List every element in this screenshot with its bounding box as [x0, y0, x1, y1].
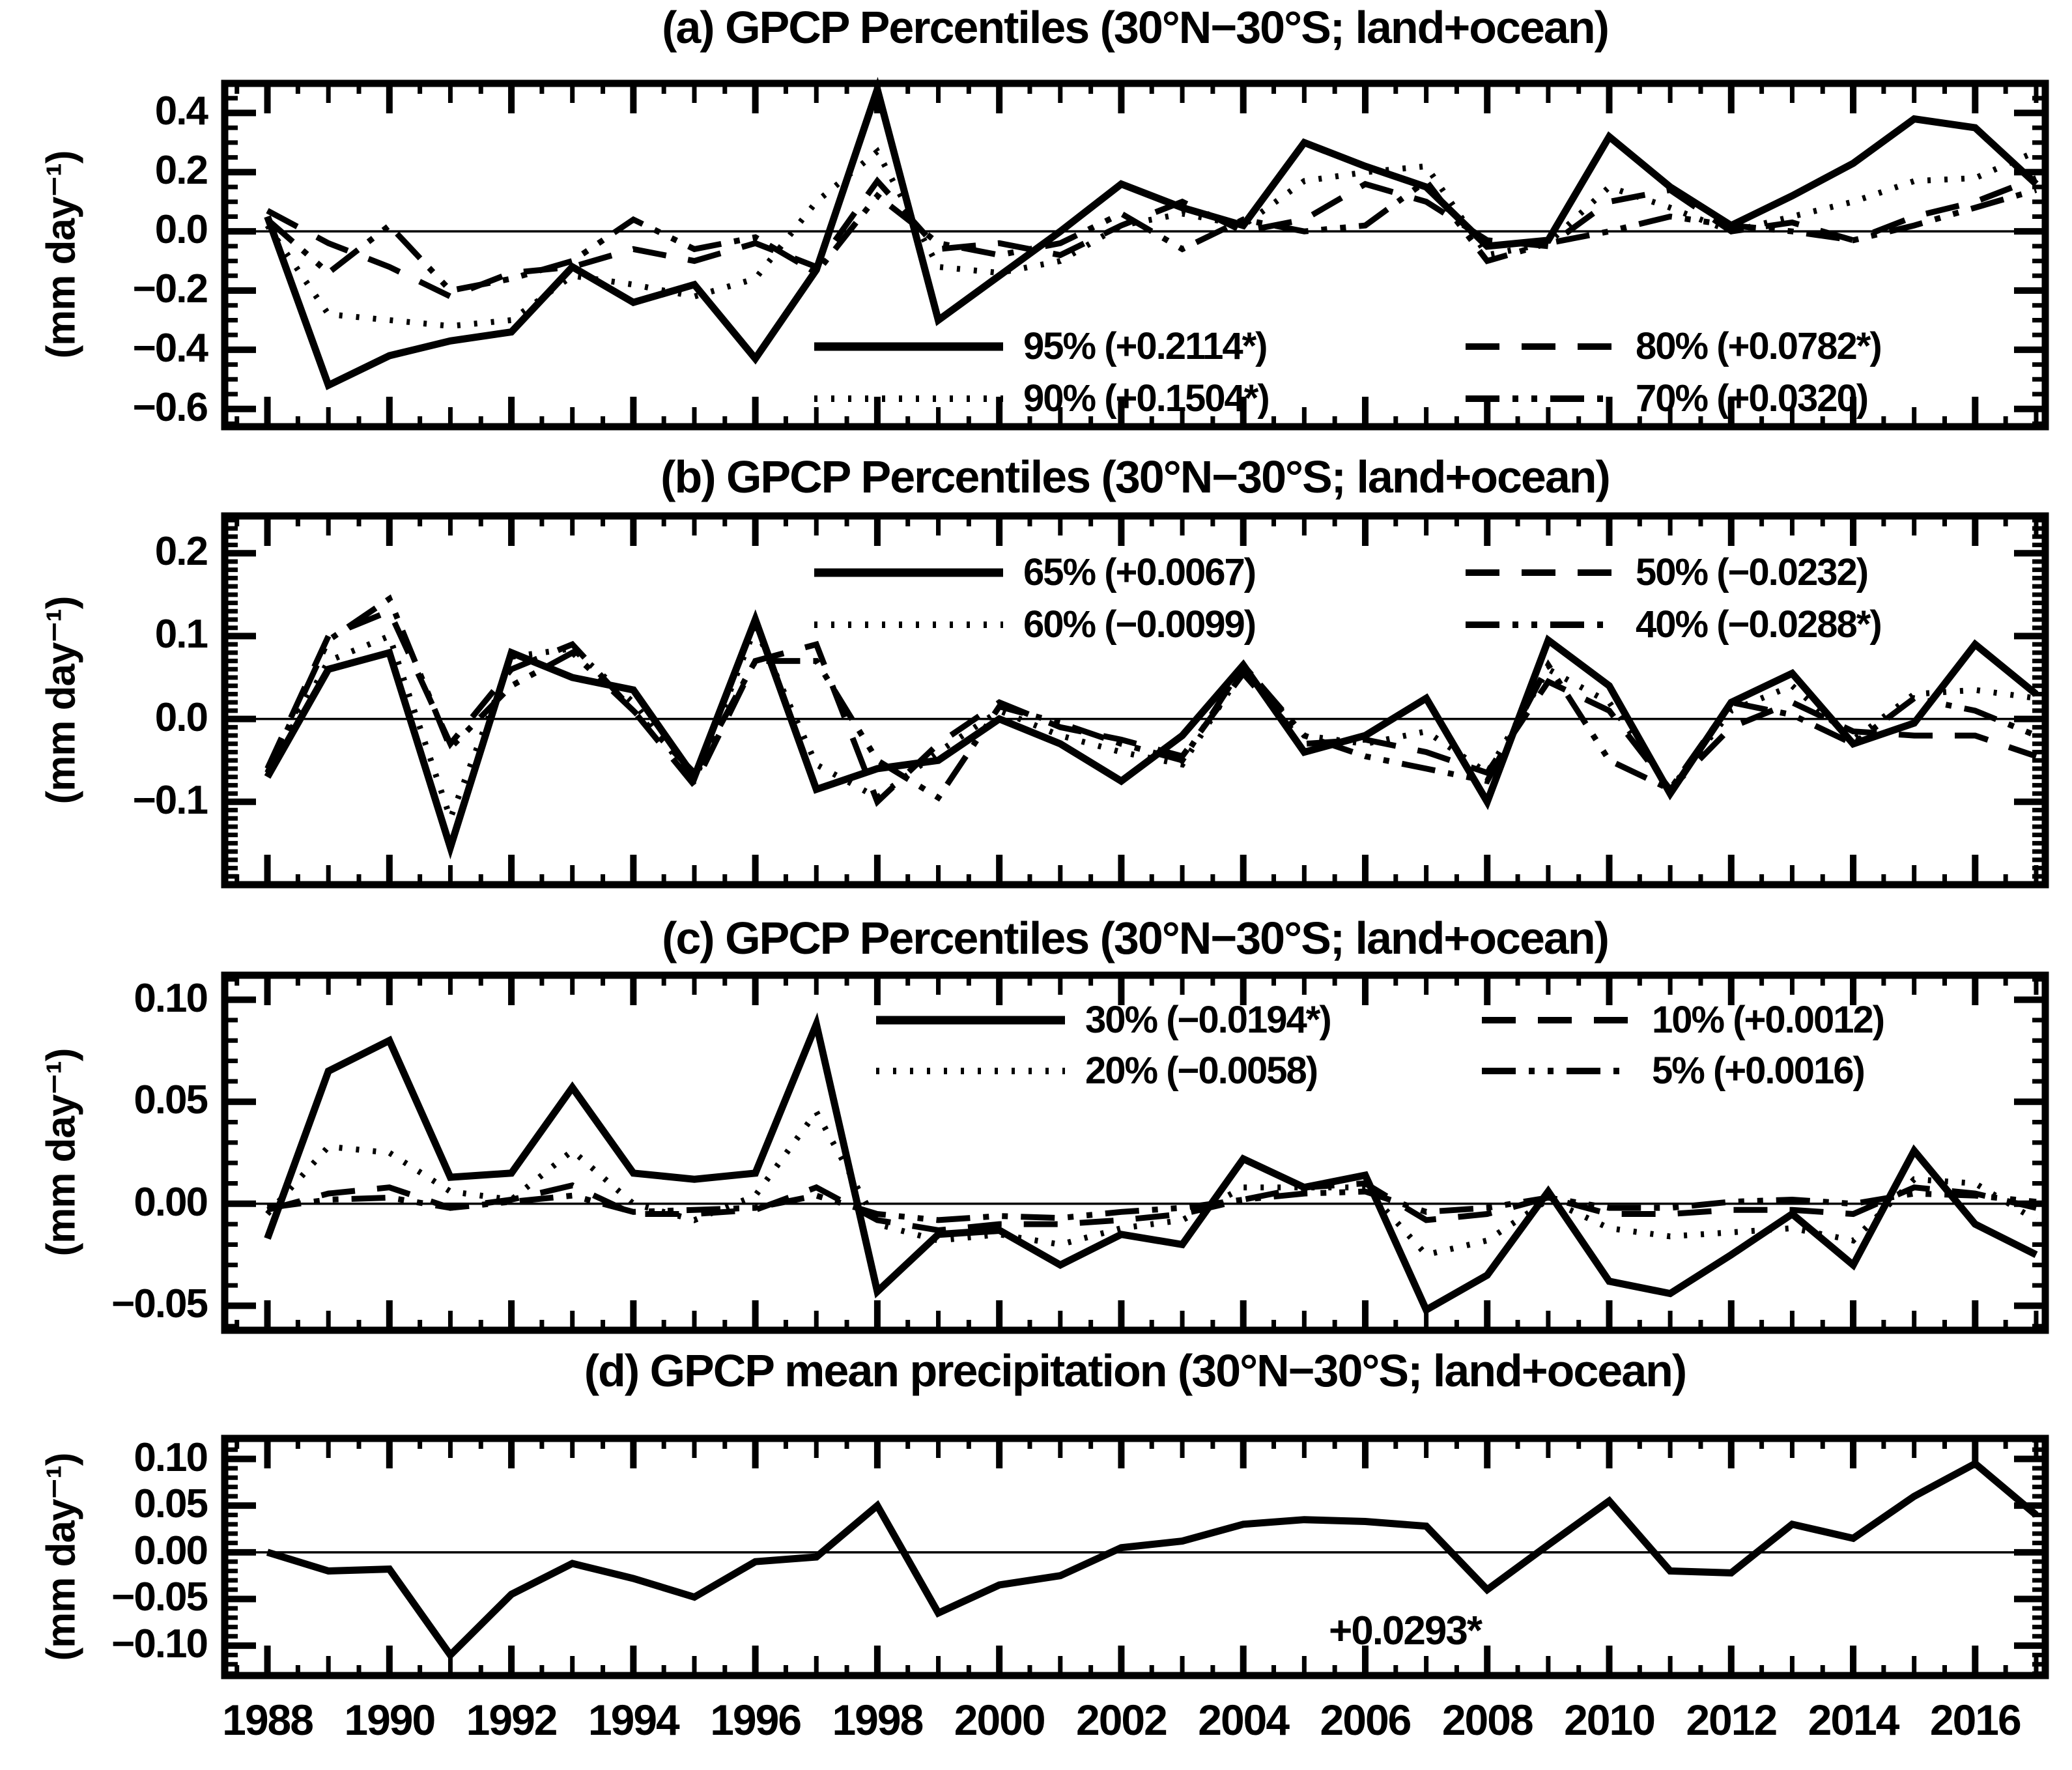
x-tick-label: 2014 [1808, 1696, 1900, 1744]
legend-item-5pct: 5% (+0.0016) [1479, 1049, 1866, 1092]
line-sample-dashed-icon [1466, 569, 1615, 576]
y-tick-label: −0.2 [132, 266, 208, 312]
y-tick-label: −0.6 [132, 384, 208, 430]
trend-annotation-d: +0.0293* [1329, 1608, 1483, 1653]
y-axis-label-a: (mm day⁻¹) [38, 150, 84, 359]
y-tick-label: 0.1 [154, 612, 208, 657]
line-sample-dotted-icon [814, 395, 1003, 402]
y-tick-label: 0.0 [154, 207, 208, 253]
y-tick-label: 0.0 [154, 694, 208, 740]
legend-label: 95% (+0.2114*) [1023, 325, 1268, 367]
x-tick-label: 2010 [1564, 1696, 1656, 1744]
x-tick-label: 1990 [344, 1696, 436, 1744]
legend-item-70pct: 70% (+0.0320) [1462, 377, 1869, 420]
panel-c-title: (c) GPCP Percentiles (30°N−30°S; land+oc… [662, 913, 1610, 964]
y-tick-label: 0.2 [154, 529, 208, 575]
legend-item-30pct: 30% (−0.0194*) [873, 998, 1332, 1042]
legend-label: 65% (+0.0067) [1023, 551, 1256, 593]
y-tick-label: −0.4 [132, 325, 208, 371]
y-axis-label-d: (mm day⁻¹) [38, 1453, 84, 1661]
line-sample-dashed-icon [1466, 343, 1615, 350]
y-tick-label: 0.10 [134, 1435, 208, 1480]
panel-a-title: (a) GPCP Percentiles (30°N−30°S; land+oc… [662, 2, 1610, 53]
x-tick-label: 1998 [832, 1696, 924, 1744]
legend-label: 60% (−0.0099) [1023, 603, 1256, 646]
legend-label: 40% (−0.0288*) [1636, 603, 1882, 646]
x-tick-label: 1996 [710, 1696, 802, 1744]
legend-item-50pct: 50% (−0.0232) [1462, 550, 1869, 594]
legend-item-95pct: 95% (+0.2114*) [811, 324, 1268, 368]
x-tick-label: 1994 [588, 1696, 680, 1744]
y-tick-label: 0.00 [134, 1179, 208, 1225]
x-tick-label: 2000 [954, 1696, 1046, 1744]
panel-b-title: (b) GPCP Percentiles (30°N−30°S; land+oc… [660, 451, 1611, 502]
legend-label: 50% (−0.0232) [1636, 551, 1869, 593]
x-tick-label: 2002 [1076, 1696, 1168, 1744]
y-tick-label: 0.4 [154, 89, 208, 134]
y-tick-label: −0.05 [111, 1575, 208, 1620]
legend-label: 20% (−0.0058) [1085, 1049, 1318, 1092]
y-axis-label-b: (mm day⁻¹) [38, 596, 84, 805]
line-sample-dashdot-icon [1466, 395, 1615, 402]
x-tick-label: 2016 [1929, 1696, 2022, 1744]
legend-label: 10% (+0.0012) [1652, 999, 1885, 1041]
line-sample-solid-icon [814, 568, 1003, 577]
legend-item-40pct: 40% (−0.0288*) [1462, 603, 1882, 646]
line-sample-solid-icon [814, 342, 1003, 350]
y-tick-label: −0.10 [111, 1621, 208, 1667]
panel-d-title: (d) GPCP mean precipitation (30°N−30°S; … [584, 1345, 1687, 1396]
x-tick-label: 2012 [1686, 1696, 1778, 1744]
legend-label: 30% (−0.0194*) [1085, 999, 1332, 1041]
line-sample-solid-icon [876, 1016, 1065, 1024]
legend-label: 70% (+0.0320) [1636, 377, 1869, 420]
y-tick-label: 0.05 [134, 1078, 208, 1123]
legend-item-10pct: 10% (+0.0012) [1479, 998, 1885, 1042]
y-tick-label: 0.2 [154, 148, 208, 193]
x-tick-label: 1988 [222, 1696, 314, 1744]
y-tick-label: −0.05 [111, 1281, 208, 1327]
legend-label: 90% (+0.1504*) [1023, 377, 1270, 420]
y-tick-label: 0.00 [134, 1528, 208, 1573]
line-sample-dashdot-icon [1482, 1067, 1632, 1074]
legend-item-20pct: 20% (−0.0058) [873, 1049, 1318, 1092]
y-axis-label-c: (mm day⁻¹) [38, 1048, 84, 1257]
legend-item-65pct: 65% (+0.0067) [811, 550, 1256, 594]
y-tick-label: 0.05 [134, 1481, 208, 1527]
line-sample-dotted-icon [876, 1067, 1065, 1074]
legend-label: 5% (+0.0016) [1652, 1049, 1866, 1092]
x-tick-label: 1992 [466, 1696, 558, 1744]
x-tick-label: 2004 [1198, 1696, 1290, 1744]
x-tick-label: 2008 [1441, 1696, 1534, 1744]
legend-label: 80% (+0.0782*) [1636, 325, 1882, 367]
x-tick-label: 2006 [1320, 1696, 1412, 1744]
line-sample-dashdot-icon [1466, 621, 1615, 628]
line-sample-dashed-icon [1482, 1016, 1632, 1023]
line-sample-dotted-icon [814, 621, 1003, 628]
legend-item-80pct: 80% (+0.0782*) [1462, 324, 1882, 368]
legend-item-90pct: 90% (+0.1504*) [811, 377, 1270, 420]
y-tick-label: −0.1 [132, 777, 208, 823]
y-tick-label: 0.10 [134, 975, 208, 1021]
legend-item-60pct: 60% (−0.0099) [811, 603, 1256, 646]
